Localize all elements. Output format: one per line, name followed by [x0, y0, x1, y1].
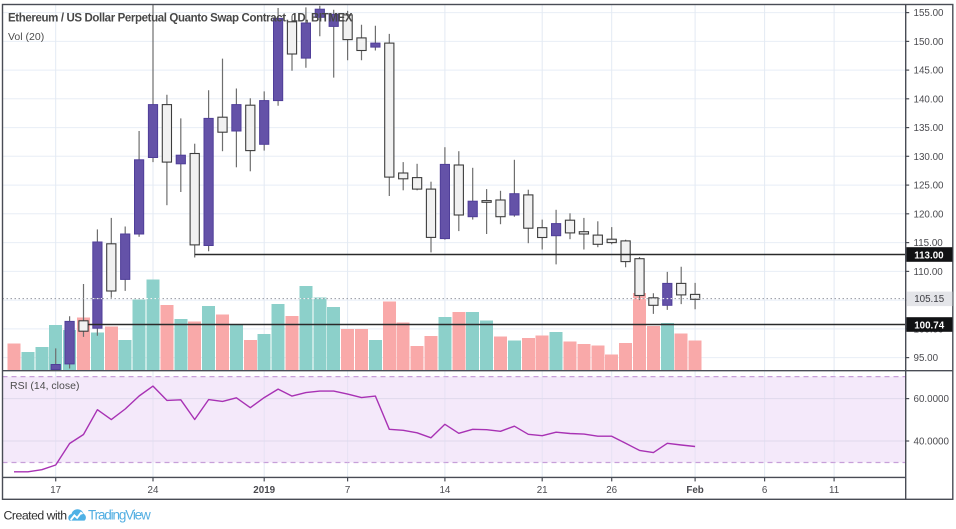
- svg-text:110.00: 110.00: [914, 267, 944, 278]
- svg-text:150.00: 150.00: [914, 37, 945, 48]
- svg-text:40.0000: 40.0000: [914, 437, 950, 448]
- svg-text:145.00: 145.00: [914, 66, 945, 77]
- svg-text:26: 26: [606, 485, 617, 496]
- svg-text:155.00: 155.00: [914, 8, 945, 19]
- svg-text:17: 17: [50, 485, 61, 496]
- svg-text:Vol (20): Vol (20): [8, 31, 44, 43]
- svg-text:24: 24: [148, 485, 159, 496]
- svg-text:140.00: 140.00: [914, 94, 945, 105]
- svg-text:130.00: 130.00: [914, 152, 945, 163]
- svg-text:Created with: Created with: [4, 509, 68, 523]
- svg-text:2019: 2019: [253, 485, 275, 496]
- svg-text:60.0000: 60.0000: [914, 394, 950, 405]
- svg-text:11: 11: [829, 485, 839, 496]
- svg-text:125.00: 125.00: [914, 181, 945, 192]
- svg-text:21: 21: [537, 485, 548, 496]
- svg-text:105.15: 105.15: [914, 294, 945, 305]
- svg-text:6: 6: [762, 485, 768, 496]
- svg-text:Feb: Feb: [686, 485, 703, 496]
- svg-text:Ethereum / US Dollar Perpetual: Ethereum / US Dollar Perpetual Quanto Sw…: [8, 13, 353, 25]
- svg-text:RSI (14, close): RSI (14, close): [10, 380, 79, 392]
- svg-text:14: 14: [439, 485, 450, 496]
- svg-text:113.00: 113.00: [914, 251, 944, 262]
- svg-text:135.00: 135.00: [914, 123, 945, 134]
- svg-text:TradingView: TradingView: [88, 508, 151, 523]
- svg-text:95.00: 95.00: [914, 353, 939, 364]
- svg-text:115.00: 115.00: [914, 238, 944, 249]
- svg-text:7: 7: [345, 485, 350, 496]
- svg-text:120.00: 120.00: [914, 209, 945, 220]
- svg-text:100.74: 100.74: [914, 321, 945, 332]
